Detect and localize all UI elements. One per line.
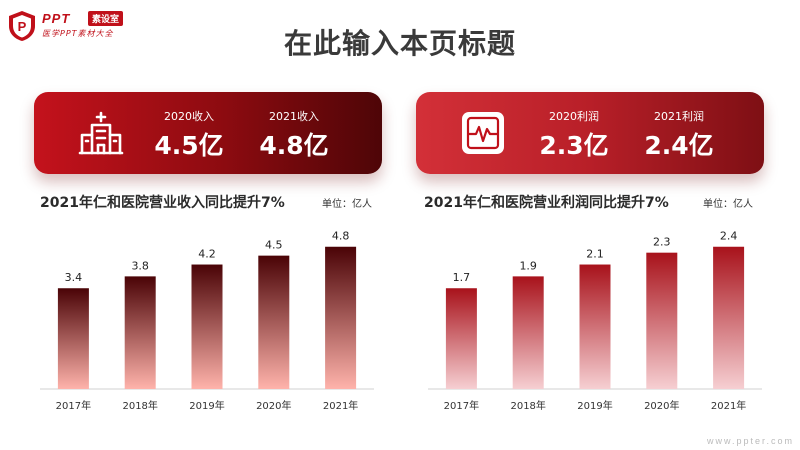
x-tick-label-2: 2019年 <box>189 399 224 412</box>
footer-url: www.ppter.com <box>706 436 794 446</box>
data-label-2: 2.1 <box>586 248 604 261</box>
kpi-2021-profit: 2021利润 2.4亿 <box>634 92 724 162</box>
chart-unit-revenue: 单位：亿人 <box>322 199 372 210</box>
hospital-icon <box>78 111 124 155</box>
data-label-2: 4.2 <box>198 248 216 261</box>
kpi-2020-revenue: 2020收入 4.5亿 <box>144 92 234 162</box>
bar-2 <box>191 264 223 389</box>
shield-logo-icon: P <box>9 11 35 41</box>
data-label-1: 3.8 <box>131 259 149 272</box>
x-tick-label-4: 2021年 <box>323 399 358 412</box>
data-label-3: 2.3 <box>653 236 671 249</box>
chart-title-profit: 2021年仁和医院营业利润同比提升7% <box>424 195 669 211</box>
bar-2 <box>579 264 611 389</box>
bar-0 <box>445 288 477 389</box>
kpi-label: 2020收入 <box>164 110 214 123</box>
data-label-4: 2.4 <box>720 230 738 243</box>
x-tick-label-0: 2017年 <box>444 399 479 412</box>
revenue-bar-chart: 3.4 2017年 3.8 2018年 4.2 2019年 4.5 2020年 4.8 2021年 <box>40 230 374 412</box>
chart-unit-profit: 单位：亿人 <box>703 199 753 210</box>
bar-4 <box>713 246 745 389</box>
bar-1 <box>124 276 156 389</box>
data-label-4: 4.8 <box>332 230 350 243</box>
bar-0 <box>57 288 89 389</box>
kpi-value: 2.3亿 <box>539 131 609 160</box>
brand-logo: P PPT 素设室 医学PPT素材大全 <box>8 8 138 44</box>
kpi-label: 2021利润 <box>654 110 704 123</box>
x-tick-label-1: 2018年 <box>510 399 545 412</box>
kpi-value: 4.8亿 <box>259 131 329 160</box>
svg-text:P: P <box>18 19 27 34</box>
profit-bar-chart: 1.7 2017年 1.9 2018年 2.1 2019年 2.3 2020年 2.4 2021年 <box>428 230 762 412</box>
bar-3 <box>646 252 678 389</box>
bar-4 <box>325 246 357 389</box>
logo-brand-text: PPT <box>42 11 71 26</box>
kpi-value: 2.4亿 <box>644 131 714 160</box>
chart-title-revenue: 2021年仁和医院营业收入同比提升7% <box>40 195 285 211</box>
kpi-2020-profit: 2020利润 2.3亿 <box>529 92 619 162</box>
profit-kpi-card: 2020利润 2.3亿 2021利润 2.4亿 <box>416 92 764 174</box>
heartbeat-monitor-icon <box>462 112 504 154</box>
kpi-2021-revenue: 2021收入 4.8亿 <box>249 92 339 162</box>
bar-1 <box>512 276 544 389</box>
data-label-0: 1.7 <box>453 271 471 284</box>
bar-3 <box>258 255 290 389</box>
revenue-kpi-card: 2020收入 4.5亿 2021收入 4.8亿 <box>34 92 382 174</box>
x-tick-label-4: 2021年 <box>711 399 746 412</box>
x-tick-label-3: 2020年 <box>256 399 291 412</box>
kpi-value: 4.5亿 <box>154 131 224 160</box>
logo-subtitle: 医学PPT素材大全 <box>42 29 114 38</box>
page-title: 在此输入本页标题 <box>283 27 516 60</box>
logo-tag: 素设室 <box>88 11 124 26</box>
x-tick-label-0: 2017年 <box>56 399 91 412</box>
kpi-label: 2021收入 <box>269 110 319 123</box>
x-tick-label-1: 2018年 <box>122 399 157 412</box>
data-label-3: 4.5 <box>265 239 283 252</box>
data-label-1: 1.9 <box>519 259 537 272</box>
data-label-0: 3.4 <box>65 271 83 284</box>
x-tick-label-2: 2019年 <box>577 399 612 412</box>
kpi-label: 2020利润 <box>549 110 599 123</box>
x-tick-label-3: 2020年 <box>644 399 679 412</box>
